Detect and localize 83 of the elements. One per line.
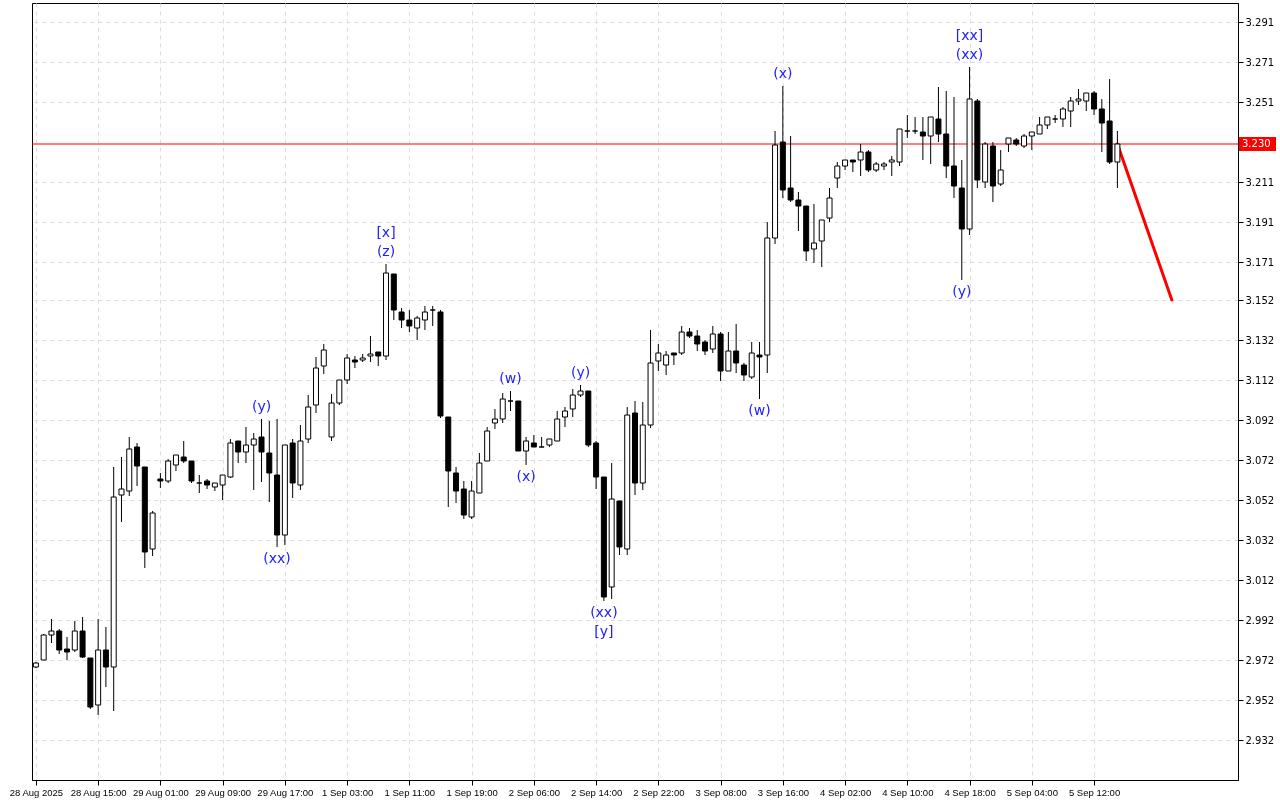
- candlestick: [834, 161, 841, 189]
- candlestick: [904, 114, 911, 139]
- candlestick: [344, 353, 351, 385]
- y-tick-label: 2.992: [1245, 614, 1275, 626]
- candlestick: [523, 436, 530, 466]
- x-tick-label: 4 Sep 10:00: [882, 786, 934, 798]
- y-tick-label: 2.972: [1245, 654, 1275, 666]
- candlestick: [655, 343, 662, 372]
- y-tick-label: 3.012: [1245, 574, 1275, 586]
- annotation: (z): [376, 243, 396, 259]
- annotation: (w): [748, 402, 771, 418]
- x-tick-label: 4 Sep 18:00: [944, 786, 996, 798]
- x-tick-label: 3 Sep 08:00: [695, 786, 747, 798]
- candlestick: [102, 626, 109, 688]
- candlestick: [951, 96, 958, 199]
- x-tick-label: 28 Aug 15:00: [70, 786, 127, 798]
- y-tick-label: 3.032: [1245, 534, 1275, 546]
- y-tick-label: 3.291: [1245, 16, 1275, 28]
- x-tick-label: 29 Aug 17:00: [257, 786, 314, 798]
- candlestick: [663, 350, 670, 376]
- y-tick-label: 2.952: [1245, 694, 1275, 706]
- annotation: (xx): [263, 550, 291, 566]
- annotation: (x): [516, 468, 536, 484]
- y-tick-label: 2.932: [1245, 734, 1275, 746]
- candlestick: [507, 390, 514, 412]
- y-tick-label: 3.092: [1245, 414, 1275, 426]
- candlestick: [134, 442, 141, 487]
- annotation: (y): [952, 283, 972, 299]
- candlestick: [1059, 106, 1066, 128]
- y-tick-label: 3.171: [1245, 256, 1275, 268]
- y-tick-label: 3.112: [1245, 374, 1275, 386]
- x-tick-label: 2 Sep 06:00: [508, 786, 560, 798]
- x-tick-label: 5 Sep 04:00: [1006, 786, 1058, 798]
- candlestick: [561, 406, 568, 428]
- annotation: (x): [773, 65, 793, 81]
- annotation: [xx]: [955, 27, 984, 43]
- candlestick: [826, 187, 833, 223]
- candlestick: [491, 408, 498, 430]
- y-tick-label: 3.072: [1245, 454, 1275, 466]
- y-tick-label: 3.152: [1245, 294, 1275, 306]
- annotation: (y): [251, 398, 272, 414]
- candlestick: [351, 355, 358, 369]
- candlestick: [530, 434, 537, 448]
- candlestick: [1091, 90, 1098, 116]
- candlestick: [538, 436, 545, 448]
- annotation: (xx): [955, 46, 984, 62]
- y-tick-label: 3.251: [1245, 96, 1275, 108]
- y-tick-label: 3.271: [1245, 56, 1275, 68]
- y-tick-label: 3.052: [1245, 494, 1275, 506]
- candlestick: [810, 203, 817, 264]
- candlestick: [453, 466, 460, 504]
- annotation: [x]: [376, 224, 396, 240]
- candlestick: [499, 392, 506, 424]
- annotation: [y]: [594, 623, 614, 639]
- x-tick-label: 29 Aug 09:00: [195, 786, 252, 798]
- candlestick: [818, 219, 825, 268]
- x-tick-label: 5 Sep 12:00: [1068, 786, 1121, 798]
- y-tick-label: 3.191: [1245, 216, 1275, 228]
- candlestick: [997, 149, 1004, 187]
- ref-line-label: 3.230: [1242, 138, 1271, 149]
- x-tick-label: 3 Sep 16:00: [757, 786, 809, 798]
- candlestick: [64, 636, 71, 661]
- annotation: (xx): [590, 604, 618, 620]
- annotation: (y): [570, 364, 591, 380]
- x-tick-label: 2 Sep 22:00: [633, 786, 685, 798]
- candlestick: [912, 116, 919, 135]
- candlestick: [242, 426, 249, 464]
- x-tick-label: 2 Sep 14:00: [570, 786, 623, 798]
- x-tick-label: 1 Sep 19:00: [446, 786, 498, 798]
- candlestick: [429, 305, 436, 327]
- x-tick-label: 28 Aug 2025: [9, 786, 64, 798]
- x-tick-label: 1 Sep 03:00: [321, 786, 374, 798]
- x-tick-label: 29 Aug 01:00: [132, 786, 189, 798]
- y-tick-label: 3.132: [1245, 334, 1275, 346]
- candlestick: [880, 161, 887, 171]
- x-tick-label: 4 Sep 02:00: [819, 786, 872, 798]
- candlestick: [421, 305, 428, 331]
- candlestick: [320, 343, 327, 375]
- annotation: (w): [499, 370, 522, 386]
- y-tick-label: 3.211: [1245, 176, 1275, 188]
- candlestick: [919, 116, 926, 161]
- x-tick-label: 1 Sep 11:00: [384, 786, 436, 798]
- candlestick: [670, 352, 677, 366]
